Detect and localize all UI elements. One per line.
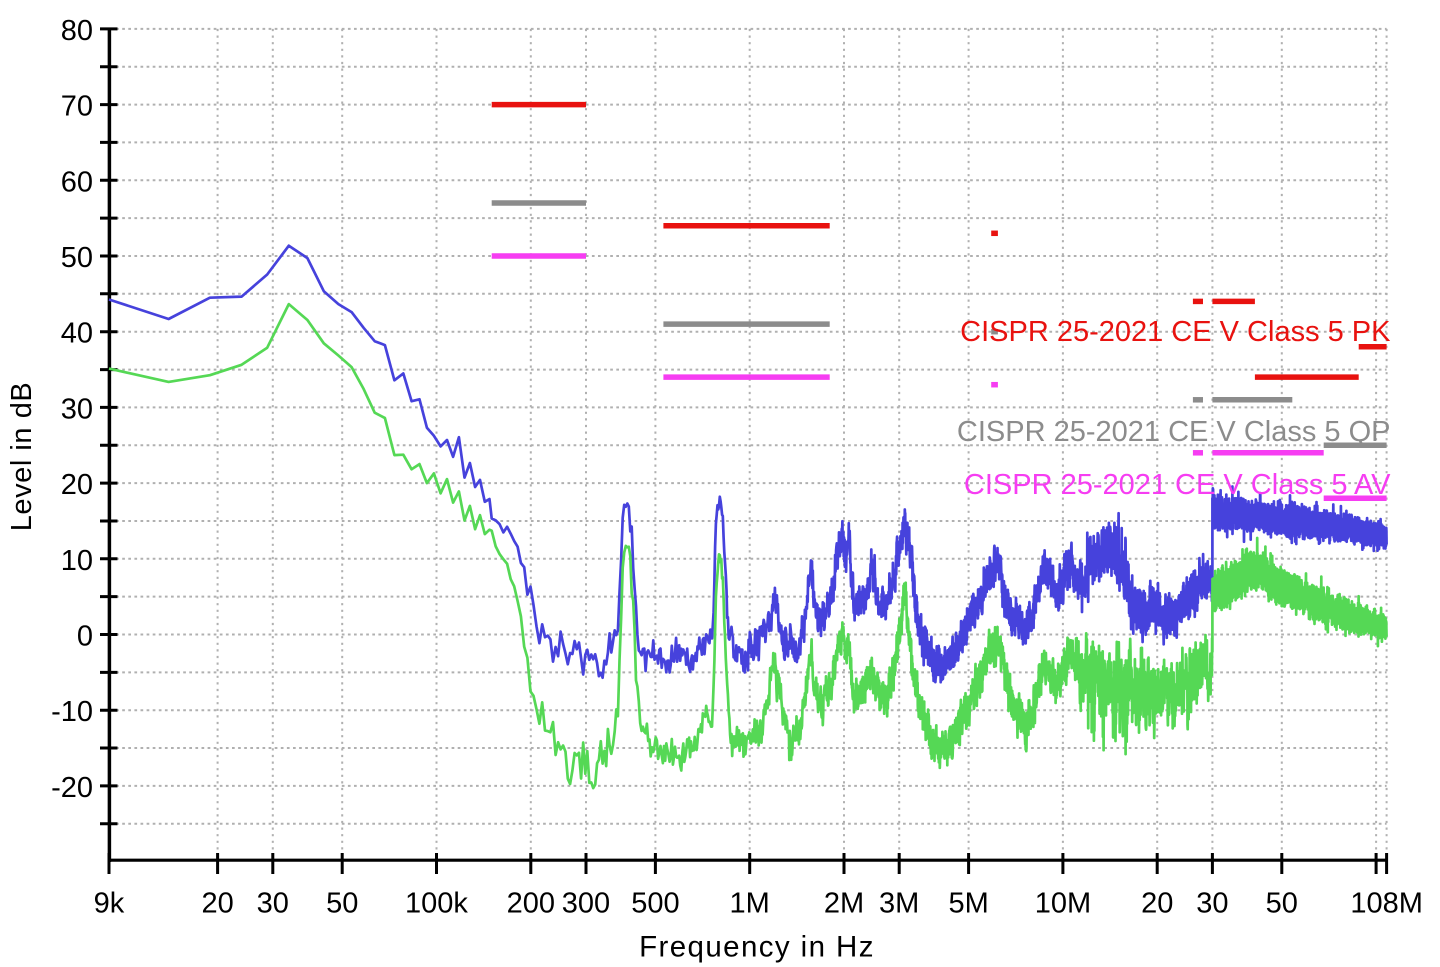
svg-text:-10: -10 <box>51 696 93 728</box>
svg-text:Level in dB: Level in dB <box>6 382 38 532</box>
svg-text:50: 50 <box>1266 888 1298 920</box>
svg-text:20: 20 <box>201 888 233 920</box>
svg-text:10: 10 <box>61 545 93 577</box>
svg-text:30: 30 <box>257 888 289 920</box>
svg-text:40: 40 <box>61 318 93 350</box>
svg-text:2M: 2M <box>824 888 864 920</box>
svg-text:0: 0 <box>77 621 93 653</box>
svg-text:Frequency in Hz: Frequency in Hz <box>639 931 875 964</box>
svg-text:200: 200 <box>507 888 555 920</box>
svg-text:100k: 100k <box>405 888 468 920</box>
svg-text:9k: 9k <box>94 888 125 920</box>
svg-text:10M: 10M <box>1035 888 1091 920</box>
svg-text:CISPR 25-2021 CE V Class 5 QP: CISPR 25-2021 CE V Class 5 QP <box>957 416 1391 448</box>
svg-text:CISPR 25-2021 CE V Class 5 PK: CISPR 25-2021 CE V Class 5 PK <box>960 316 1391 348</box>
svg-text:20: 20 <box>61 469 93 501</box>
svg-text:70: 70 <box>61 91 93 123</box>
svg-text:108M: 108M <box>1350 888 1423 920</box>
svg-text:50: 50 <box>326 888 358 920</box>
svg-text:60: 60 <box>61 166 93 198</box>
svg-text:1M: 1M <box>730 888 770 920</box>
svg-text:3M: 3M <box>879 888 919 920</box>
svg-text:300: 300 <box>562 888 610 920</box>
svg-text:CISPR 25-2021 CE V Class 5 AV: CISPR 25-2021 CE V Class 5 AV <box>964 469 1391 501</box>
svg-text:-20: -20 <box>51 772 93 804</box>
svg-text:80: 80 <box>61 15 93 47</box>
svg-text:20: 20 <box>1141 888 1173 920</box>
svg-text:50: 50 <box>61 242 93 274</box>
svg-text:5M: 5M <box>948 888 988 920</box>
svg-text:30: 30 <box>1196 888 1228 920</box>
svg-text:30: 30 <box>61 393 93 425</box>
svg-text:500: 500 <box>631 888 679 920</box>
